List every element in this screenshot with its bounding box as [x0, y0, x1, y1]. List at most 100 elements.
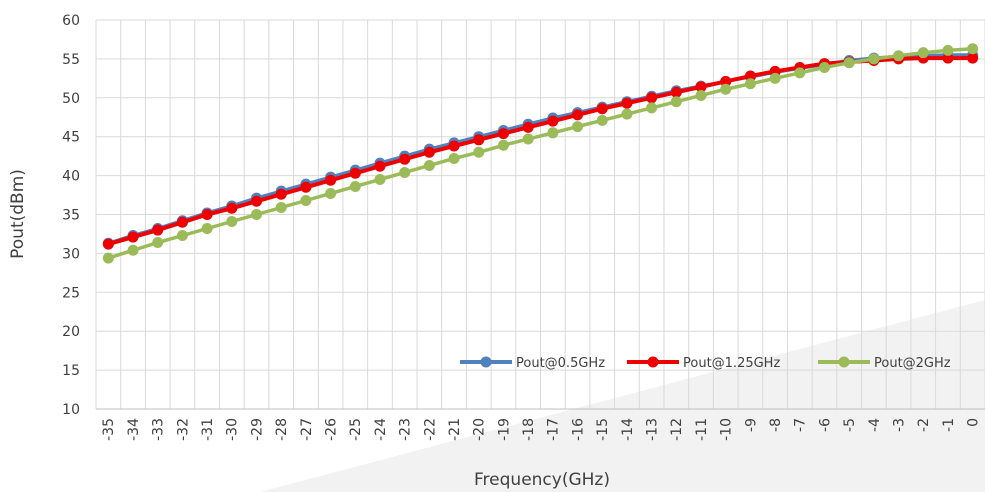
x-tick-label: -19	[496, 418, 512, 441]
grid	[95, 19, 985, 410]
data-point	[497, 128, 509, 140]
data-point	[102, 238, 114, 250]
legend-label: Pout@1.25GHz	[683, 356, 780, 371]
data-point	[448, 152, 460, 164]
x-tick-label: -5	[842, 418, 858, 432]
y-tick-label: 10	[62, 402, 80, 418]
data-point	[497, 139, 509, 151]
data-point	[596, 103, 608, 115]
y-axis-title: Pout(dBm)	[8, 169, 28, 259]
data-point	[251, 195, 263, 207]
legend-swatch-marker	[838, 356, 850, 368]
x-tick-label: -14	[620, 418, 636, 441]
data-point	[670, 96, 682, 108]
x-tick-label: -25	[348, 418, 364, 441]
data-point	[102, 252, 114, 264]
series-3	[102, 43, 979, 264]
x-tick-label: -21	[447, 418, 463, 441]
data-point	[818, 61, 830, 73]
x-tick-label: -32	[175, 418, 191, 441]
data-point	[349, 180, 361, 192]
data-point	[720, 83, 732, 95]
x-tick-label: -7	[793, 418, 809, 432]
data-point	[127, 231, 139, 243]
x-tick-label: -27	[299, 418, 315, 441]
data-point	[942, 44, 954, 56]
data-point	[325, 174, 337, 186]
data-point	[621, 108, 633, 120]
watermark-shape	[260, 300, 985, 492]
x-ticks: -35 -34 -33 -32 -31 -30 -29 -28 -27 -26 -25 -24 -23-…	[101, 418, 981, 441]
legend-swatch-marker	[480, 356, 492, 368]
y-tick-label: 30	[62, 246, 80, 262]
data-point	[720, 75, 732, 87]
x-tick-label: -4	[867, 418, 883, 432]
x-tick-label: -12	[669, 418, 685, 441]
legend-label: Pout@2GHz	[874, 356, 951, 371]
data-point	[646, 102, 658, 114]
data-point	[152, 237, 164, 249]
data-point	[251, 209, 263, 220]
data-point	[473, 134, 485, 146]
data-point	[176, 216, 188, 228]
data-point	[300, 181, 312, 193]
data-point	[349, 167, 361, 179]
series-2	[102, 52, 979, 250]
y-tick-label: 20	[62, 324, 80, 340]
data-point	[769, 72, 781, 84]
x-tick-label: -26	[323, 418, 339, 441]
x-tick-label: -18	[521, 418, 537, 441]
x-tick-label: -17	[546, 418, 562, 441]
y-tick-label: 40	[62, 169, 80, 185]
data-point	[448, 140, 460, 152]
y-tick-label: 60	[62, 13, 80, 29]
x-tick-label: -23	[398, 418, 414, 441]
data-point	[473, 146, 485, 158]
legend-entry: Pout@1.25GHz	[627, 356, 780, 371]
data-point	[300, 194, 312, 206]
data-point	[201, 209, 213, 220]
x-tick-label: -10	[719, 418, 735, 441]
data-point	[176, 230, 188, 242]
y-tick-label: 25	[62, 285, 80, 301]
data-point	[423, 146, 435, 158]
x-tick-label: -2	[916, 418, 932, 432]
data-point	[868, 53, 880, 65]
data-point	[843, 57, 855, 69]
x-tick-label: -1	[941, 418, 957, 432]
data-point	[596, 114, 608, 126]
data-point	[646, 92, 658, 104]
data-point	[325, 187, 337, 199]
x-tick-label: -16	[570, 418, 586, 441]
x-tick-label: -31	[200, 418, 216, 441]
data-point	[522, 121, 534, 133]
y-tick-label: 50	[62, 91, 80, 107]
x-tick-label: -6	[817, 418, 833, 432]
x-tick-label: -28	[274, 418, 290, 441]
x-tick-label: -9	[743, 418, 759, 432]
data-point	[572, 109, 584, 121]
x-tick-label: -20	[472, 418, 488, 441]
data-point	[621, 97, 633, 109]
x-tick-label: -8	[768, 418, 784, 432]
plot-area: 10 15 20 25 30 35 40 45 50 55 60 -35 -34 -33 -32 -31 -3…	[62, 13, 985, 441]
data-point	[695, 89, 707, 101]
y-ticks: 10 15 20 25 30 35 40 45 50 55 60	[62, 13, 80, 418]
data-point	[967, 43, 979, 55]
data-point	[201, 223, 213, 235]
data-point	[547, 115, 559, 127]
data-point	[942, 52, 954, 64]
x-tick-label: -35	[101, 418, 117, 441]
data-point	[547, 127, 559, 139]
x-tick-label: -29	[249, 418, 265, 441]
data-point	[967, 52, 979, 64]
legend-entry: Pout@0.5GHz	[460, 356, 605, 371]
data-point	[917, 47, 929, 59]
data-point	[794, 67, 806, 79]
y-tick-label: 45	[62, 130, 80, 146]
data-point	[670, 86, 682, 98]
data-point	[127, 244, 139, 256]
data-point	[744, 70, 756, 82]
x-tick-label: -33	[151, 418, 167, 441]
